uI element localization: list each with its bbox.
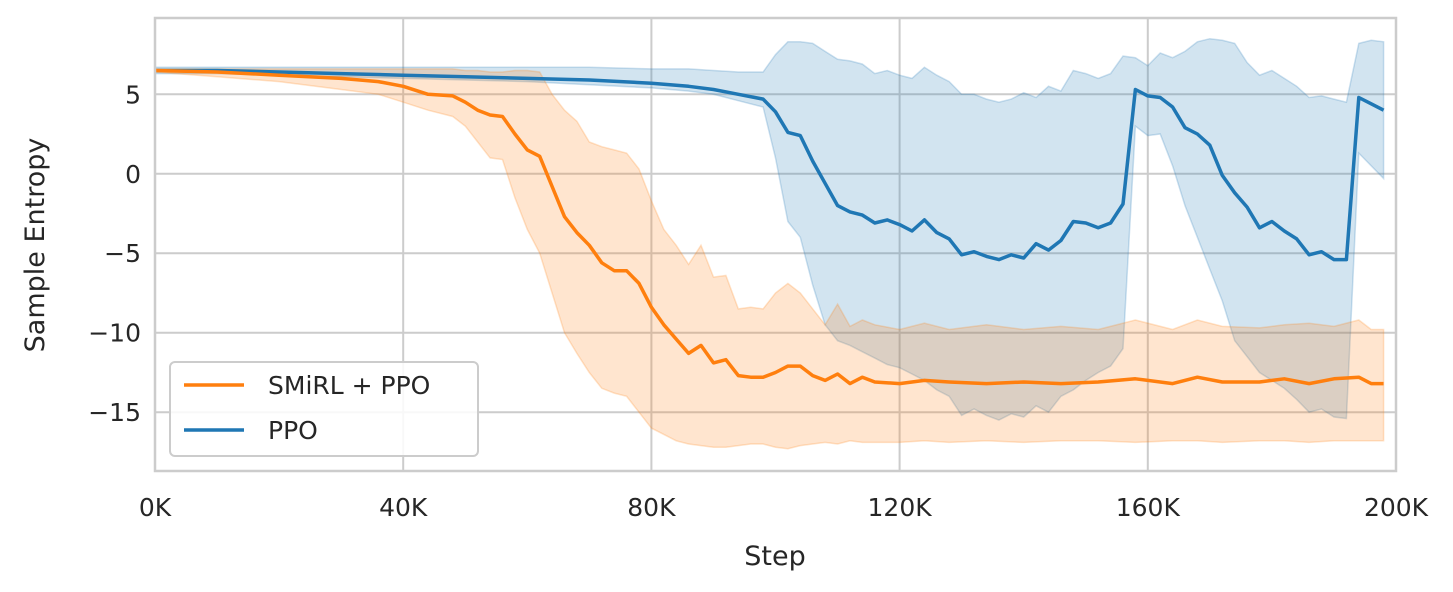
- y-tick-label: −10: [88, 319, 141, 348]
- series-lines: [154, 68, 1385, 386]
- series-line: [155, 68, 1385, 262]
- legend-label-smirl-ppo: SMiRL + PPO: [268, 371, 430, 400]
- x-tick-label: 80K: [627, 493, 676, 522]
- series-line: [154, 68, 1384, 386]
- x-tick-label: 120K: [868, 493, 933, 522]
- x-axis-title: Step: [744, 541, 805, 572]
- y-tick-label: 5: [125, 80, 141, 109]
- x-tick-label: 40K: [379, 493, 428, 522]
- plot-frame: [153, 16, 1398, 473]
- y-tick-labels: 5 0 −5 −10 −15: [88, 80, 141, 427]
- legend-box: [169, 361, 479, 457]
- x-tick-label: 0K: [139, 493, 172, 522]
- confidence-band: [154, 37, 1385, 421]
- x-tick-label: 160K: [1116, 493, 1181, 522]
- legend: SMiRL + PPO PPO: [169, 361, 479, 457]
- confidence-bands: [154, 37, 1385, 450]
- x-tick-label: 200K: [1364, 493, 1429, 522]
- y-tick-label: −5: [104, 239, 141, 268]
- y-tick-label: −15: [88, 398, 141, 427]
- y-tick-label: 0: [125, 160, 141, 189]
- y-axis-title: Sample Entropy: [20, 138, 51, 353]
- x-tick-labels: 0K 40K 80K 120K 160K 200K: [139, 493, 1429, 522]
- confidence-band: [154, 68, 1385, 450]
- legend-label-ppo: PPO: [268, 416, 318, 445]
